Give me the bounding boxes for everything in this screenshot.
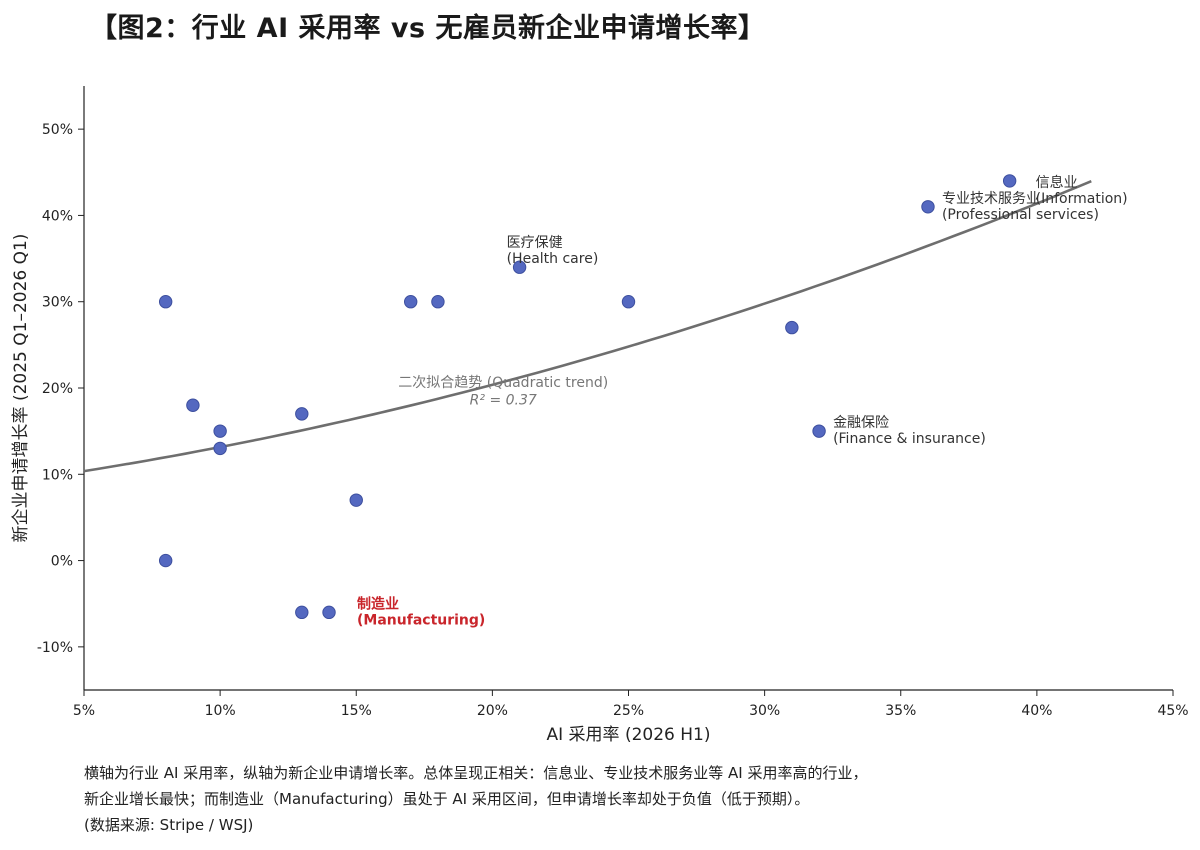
chart-title: 【图2：行业 AI 采用率 vs 无雇员新企业申请增长率】 xyxy=(90,13,766,44)
point-annotation: 医疗保健 xyxy=(507,235,563,251)
data-point xyxy=(1002,174,1017,188)
data-point xyxy=(158,295,173,309)
point-annotation: 制造业 xyxy=(357,595,399,612)
point-annotation: 金融保险 xyxy=(833,415,889,431)
trend-r2-label: R² = 0.37 xyxy=(470,392,537,408)
point-annotation: 信息业 xyxy=(1036,174,1078,191)
y-tick-label: 50% xyxy=(42,122,73,138)
point-annotation: (Health care) xyxy=(507,251,599,267)
x-tick-label: 40% xyxy=(1021,703,1052,719)
y-tick-label: 30% xyxy=(42,295,73,311)
x-tick-label: 25% xyxy=(613,703,644,719)
x-tick-label: 15% xyxy=(341,703,372,719)
trend-line xyxy=(83,179,1092,473)
data-point xyxy=(785,320,799,335)
data-point xyxy=(349,493,363,507)
point-annotation: (Finance & insurance) xyxy=(833,431,986,447)
x-tick-label: 35% xyxy=(885,703,916,719)
caption-line-1: 横轴为行业 AI 采用率，纵轴为新企业申请增长率。总体呈现正相关：信息业、专业技… xyxy=(84,764,868,782)
point-annotation: (Professional services) xyxy=(942,207,1099,223)
y-axis-label: 新企业申请增长率 (2025 Q1–2026 Q1) xyxy=(11,234,31,543)
x-tick-label: 5% xyxy=(73,703,95,719)
y-tick-label: 40% xyxy=(42,208,73,224)
x-axis-label: AI 采用率 (2026 H1) xyxy=(547,725,711,745)
data-point xyxy=(921,200,935,214)
y-tick-label: -10% xyxy=(37,640,73,656)
trend-label: 二次拟合趋势 (Quadratic trend) xyxy=(398,375,608,391)
chart-caption: 横轴为行业 AI 采用率，纵轴为新企业申请增长率。总体呈现正相关：信息业、专业技… xyxy=(84,760,867,838)
y-tick-label: 0% xyxy=(51,554,73,570)
caption-line-2: 新企业增长最快；而制造业（Manufacturing）虽处于 AI 采用区间，但… xyxy=(84,790,810,808)
data-point xyxy=(158,553,173,568)
data-point xyxy=(295,407,309,421)
x-tick-label: 30% xyxy=(749,703,780,719)
x-tick-label: 45% xyxy=(1157,703,1188,719)
data-point xyxy=(621,295,636,309)
data-point xyxy=(322,605,336,620)
data-point xyxy=(213,424,227,438)
scatter-chart: 5% 10% 15% 20% 25% 30% 35% 40% 45% -10% 0% 10% 20% 30… xyxy=(11,86,1189,745)
data-point xyxy=(512,260,527,274)
y-tick-label: 20% xyxy=(42,381,73,397)
point-annotation: (Information) xyxy=(1036,191,1128,207)
data-point xyxy=(404,295,418,309)
data-point xyxy=(431,295,445,309)
data-point xyxy=(295,605,309,620)
data-point xyxy=(186,398,200,412)
x-tick-label: 10% xyxy=(205,703,236,719)
point-annotation: (Manufacturing) xyxy=(357,612,485,628)
data-point xyxy=(812,424,826,438)
y-tick-label: 10% xyxy=(42,467,73,483)
caption-line-3: (数据来源: Stripe / WSJ) xyxy=(84,816,254,834)
x-tick-label: 20% xyxy=(477,703,508,719)
data-point xyxy=(213,441,227,456)
point-annotation: 专业技术服务业 xyxy=(942,191,1040,207)
